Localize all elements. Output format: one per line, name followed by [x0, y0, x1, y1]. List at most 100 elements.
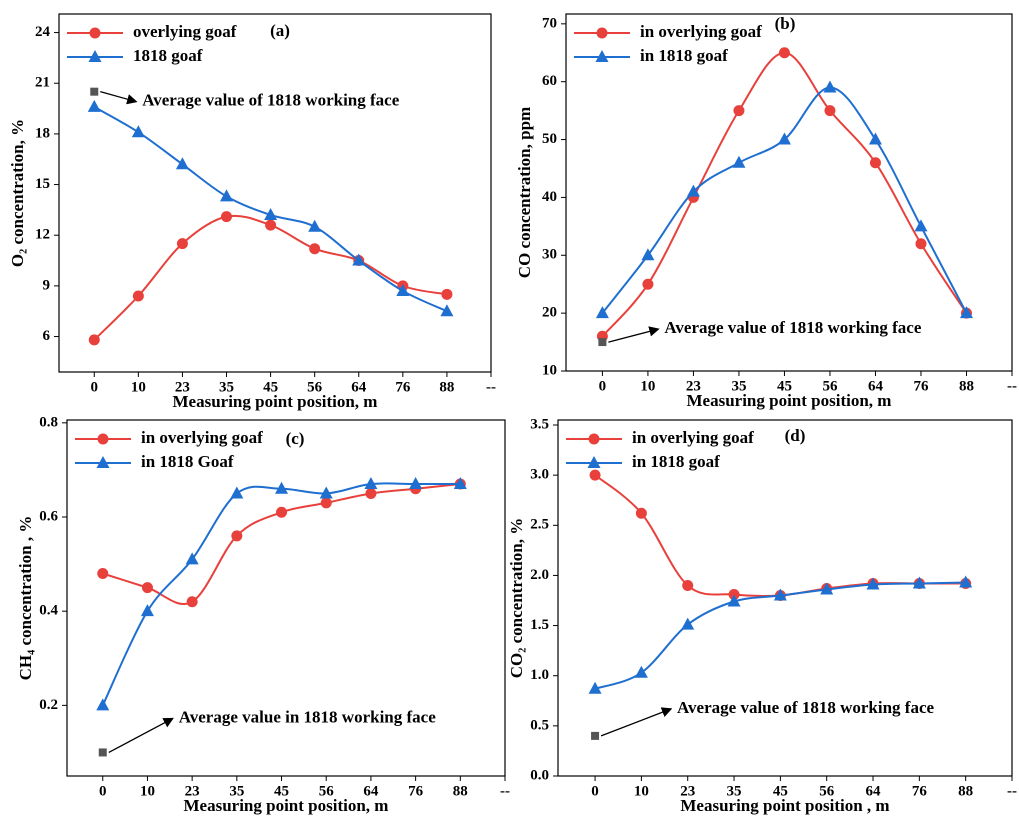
x-tick-label: 64: [351, 379, 367, 395]
y-tick-label: 0.5: [530, 717, 549, 733]
panel: 0.0 0.5 1.0 1.5 2.0 2.5 3.0 3.5 0 10 23 35 45 56 64 76 8…: [507, 416, 1017, 814]
legend-label: in overlying goaf: [640, 22, 762, 41]
triangle-marker: [588, 681, 602, 694]
triangle-marker: [175, 157, 189, 170]
x-axis-label: Measuring point position, m: [173, 392, 378, 411]
x-tick-label: 23: [175, 379, 190, 395]
y-tick-label: 1.5: [530, 617, 549, 633]
annotation-text: Average value in 1818 working face: [179, 707, 436, 726]
y-tick-label: 0.0: [530, 767, 549, 783]
triangle-marker: [409, 477, 423, 490]
x-tick-label: 35: [727, 783, 742, 799]
y-tick-label: 60: [542, 73, 557, 89]
x-tick-label: 10: [640, 378, 655, 394]
circle-marker: [97, 433, 109, 445]
y-axis-label: O₂ concentration, %: [8, 119, 27, 267]
y-tick-label: 2.0: [530, 567, 549, 583]
y-tick-label: 0.6: [39, 508, 58, 524]
triangle-marker: [87, 99, 101, 112]
x-tick-label: --: [1007, 378, 1017, 394]
circle-marker: [733, 105, 745, 117]
annotation-arrow: [100, 91, 138, 105]
triangle-marker: [959, 306, 973, 319]
circle-marker: [915, 238, 927, 250]
average-marker: [591, 731, 600, 740]
legend-label: in 1818 goaf: [640, 46, 728, 65]
triangle-marker: [220, 189, 234, 202]
circle-marker: [221, 211, 233, 223]
legend-label: in overlying goaf: [632, 428, 754, 447]
y-tick-label: 18: [35, 125, 50, 141]
triangle-marker: [185, 552, 199, 565]
y-tick-label: 3.5: [530, 416, 549, 432]
panel-label: (b): [775, 14, 796, 33]
x-tick-label: 23: [185, 783, 200, 799]
y-tick-label: 40: [542, 189, 557, 205]
triangle-marker: [727, 594, 741, 607]
x-tick-label: 76: [913, 378, 929, 394]
series-curve: [102, 483, 461, 605]
circle-marker: [589, 469, 601, 481]
triangle-marker: [866, 577, 880, 590]
triangle-marker: [131, 125, 145, 138]
triangle-marker: [641, 248, 655, 261]
x-tick-label: 64: [363, 783, 379, 799]
panel-label: (d): [785, 426, 806, 445]
x-tick-label: 64: [868, 378, 884, 394]
x-tick-label: 88: [453, 783, 468, 799]
x-tick-label: 0: [99, 783, 107, 799]
y-tick-label: 0.8: [39, 414, 58, 430]
circle-marker: [132, 290, 144, 302]
x-tick-label: 56: [307, 379, 323, 395]
triangle-marker: [396, 283, 410, 296]
x-tick-label: 35: [219, 379, 234, 395]
average-marker: [598, 338, 607, 347]
x-tick-label: 10: [140, 783, 155, 799]
circle-marker: [265, 219, 277, 231]
triangle-marker: [230, 486, 244, 499]
x-tick-label: 23: [686, 378, 701, 394]
circle-marker: [596, 27, 608, 39]
panel-label: (a): [270, 21, 290, 40]
triangle-marker: [140, 604, 154, 617]
circle-marker: [186, 596, 198, 608]
panel: 6 9 12 15 18 21 24 0 10 23 35 45 56 64 76 88 -- Measuring…: [8, 13, 496, 411]
x-tick-label: 88: [439, 379, 454, 395]
x-tick-label: 0: [591, 783, 599, 799]
y-tick-label: 30: [542, 247, 557, 263]
triangle-marker: [364, 477, 378, 490]
x-tick-label: 35: [731, 378, 746, 394]
legend-label: in 1818 Goaf: [141, 452, 234, 471]
circle-marker: [88, 334, 100, 346]
x-tick-label: 76: [395, 379, 411, 395]
x-tick-label: 76: [912, 783, 928, 799]
x-tick-label: 64: [866, 783, 882, 799]
x-tick-label: 10: [634, 783, 649, 799]
circle-marker: [231, 530, 243, 542]
panel: 10 20 30 40 50 60 70 0 10 23 35 45 56 64 76 88 -- Measuri…: [515, 13, 1017, 410]
average-marker: [90, 87, 99, 96]
circle-marker: [441, 288, 453, 300]
x-tick-label: 0: [599, 378, 607, 394]
x-tick-label: 45: [773, 783, 788, 799]
triangle-marker: [440, 304, 454, 317]
y-tick-label: 15: [35, 176, 50, 192]
triangle-marker: [352, 253, 366, 266]
legend-label: in 1818 goaf: [632, 452, 720, 471]
panel-label: (c): [286, 429, 305, 448]
x-tick-label: 23: [680, 783, 695, 799]
circle-marker: [642, 278, 654, 290]
y-axis-label: CH₄ concentration , %: [16, 516, 35, 681]
circle-marker: [869, 157, 881, 169]
x-tick-label: 88: [959, 378, 974, 394]
triangle-marker: [959, 575, 973, 588]
circle-marker: [778, 47, 790, 59]
y-tick-label: 10: [542, 362, 557, 378]
y-tick-label: 50: [542, 131, 557, 147]
circle-marker: [97, 568, 109, 580]
triangle-marker: [595, 306, 609, 319]
x-tick-label: 45: [274, 783, 289, 799]
triangle-marker: [308, 219, 322, 232]
y-tick-label: 21: [35, 75, 50, 91]
